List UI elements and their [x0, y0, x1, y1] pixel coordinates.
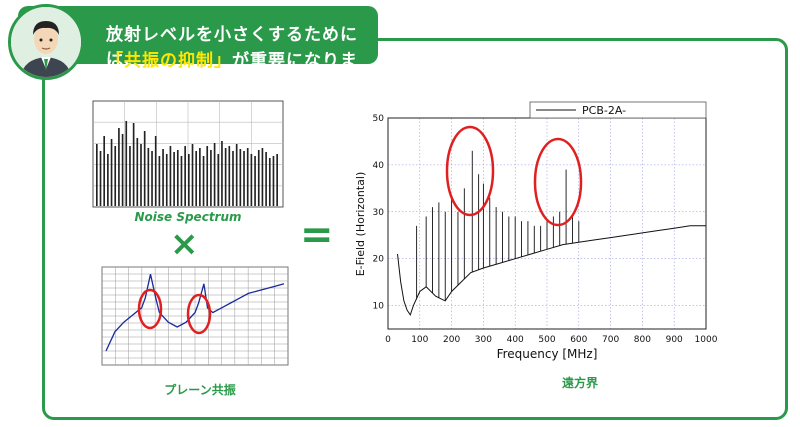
- noise-bar: [254, 156, 256, 206]
- legend-label: PCB-2A-: [582, 104, 626, 117]
- noise-bar: [99, 151, 102, 206]
- noise-bar: [107, 154, 109, 206]
- x-tick-label: 900: [666, 335, 683, 345]
- x-tick-label: 100: [411, 335, 428, 345]
- noise-spectrum-chart: [92, 100, 284, 208]
- x-tick-label: 500: [538, 335, 555, 345]
- noise-bar: [165, 154, 168, 206]
- legend-box: [529, 101, 707, 119]
- noise-bar: [265, 152, 267, 206]
- noise-bar: [173, 152, 175, 206]
- x-tick-label: 0: [385, 335, 391, 345]
- noise-bar: [110, 139, 113, 206]
- noise-bar: [243, 151, 245, 206]
- peak-highlight-circle-1: [445, 125, 495, 217]
- noise-bar: [261, 148, 264, 206]
- noise-bar: [232, 151, 234, 206]
- noise-bar: [272, 156, 275, 206]
- noise-spectrum-plot: [92, 100, 284, 208]
- noise-bar: [213, 143, 216, 206]
- noise-bar: [140, 144, 142, 206]
- x-tick-label: 300: [475, 335, 492, 345]
- noise-bar: [176, 150, 179, 206]
- y-axis-label: E-Field (Horizontal): [354, 172, 367, 277]
- noise-bar: [221, 141, 223, 206]
- noise-bar: [246, 148, 249, 206]
- banner-text-rest: が重要になります！: [106, 51, 358, 96]
- noise-bar: [257, 150, 260, 206]
- equals-symbol: =: [300, 212, 334, 258]
- plane-resonance-caption: プレーン共振: [164, 383, 236, 397]
- noise-bar: [118, 128, 120, 206]
- far-field-chart: 0 100 200 300 400 500 600 700 800 900 1000 10 20 30 4…: [350, 100, 730, 370]
- noise-bar: [195, 151, 198, 206]
- noise-bar: [129, 146, 131, 206]
- far-field-caption: 遠方界: [561, 376, 598, 390]
- noise-bar: [147, 148, 150, 206]
- x-tick-label: 1000: [695, 335, 718, 345]
- banner-highlight: 「共振の抑制」: [106, 51, 232, 71]
- noise-bar: [162, 149, 164, 206]
- resonance-curve: [105, 274, 285, 352]
- noise-spectrum-caption: Noise Spectrum: [134, 210, 242, 224]
- noise-bar: [184, 146, 186, 206]
- noise-bar: [125, 121, 128, 206]
- y-tick-label: 30: [373, 208, 385, 218]
- banner-text-line1: 放射レベルを小さくするためには、: [106, 25, 358, 70]
- noise-bar: [199, 148, 201, 206]
- noise-bar: [158, 156, 161, 206]
- y-tick-label: 40: [373, 161, 385, 171]
- noise-bar: [224, 148, 227, 206]
- banner-text-line2: 「共振の抑制」が重要になります！: [106, 46, 378, 96]
- noise-bar: [206, 146, 209, 206]
- y-tick-label: 20: [373, 255, 385, 265]
- noise-bar: [250, 154, 253, 206]
- x-tick-label: 400: [507, 335, 524, 345]
- noise-bar: [202, 156, 205, 206]
- y-tick-label: 10: [373, 302, 385, 312]
- presenter-avatar: [8, 4, 84, 80]
- peak-highlight-circle-2: [533, 137, 583, 227]
- x-tick-label: 600: [570, 335, 587, 345]
- x-axis-label: Frequency [MHz]: [497, 347, 598, 361]
- noise-bar: [268, 158, 271, 206]
- noise-bar: [191, 144, 194, 206]
- person-illustration-icon: [11, 7, 81, 77]
- x-tick-label: 200: [443, 335, 460, 345]
- noise-bar: [151, 151, 153, 206]
- noise-bar: [188, 154, 190, 206]
- noise-bar: [154, 136, 157, 206]
- noise-bar: [235, 144, 238, 206]
- noise-bar: [103, 136, 106, 206]
- noise-bar: [114, 146, 117, 206]
- noise-bar: [132, 123, 135, 206]
- resonance-highlight-circle-2: [186, 293, 212, 335]
- noise-bar: [169, 146, 172, 206]
- x-tick-label: 700: [602, 335, 619, 345]
- noise-bar: [228, 146, 231, 206]
- e-field-series-line: [397, 225, 706, 317]
- plane-resonance-chart: [92, 265, 292, 370]
- noise-bar: [121, 134, 124, 206]
- noise-bar: [180, 156, 183, 206]
- noise-bar: [217, 154, 220, 206]
- far-field-plot: 0 100 200 300 400 500 600 700 800 900 1000 10 20 30 4…: [354, 101, 718, 361]
- noise-bar: [210, 150, 212, 206]
- resonance-highlight-circle-1: [137, 288, 163, 330]
- y-tick-label: 50: [373, 114, 385, 124]
- multiply-symbol: ×: [170, 224, 199, 264]
- x-tick-label: 800: [634, 335, 651, 345]
- plane-resonance-plot: [101, 266, 289, 366]
- noise-bar: [143, 131, 146, 206]
- noise-bar: [276, 154, 278, 206]
- noise-bar: [136, 138, 139, 206]
- noise-bar: [96, 144, 98, 206]
- content-frame: [42, 38, 788, 420]
- noise-bar: [239, 149, 242, 206]
